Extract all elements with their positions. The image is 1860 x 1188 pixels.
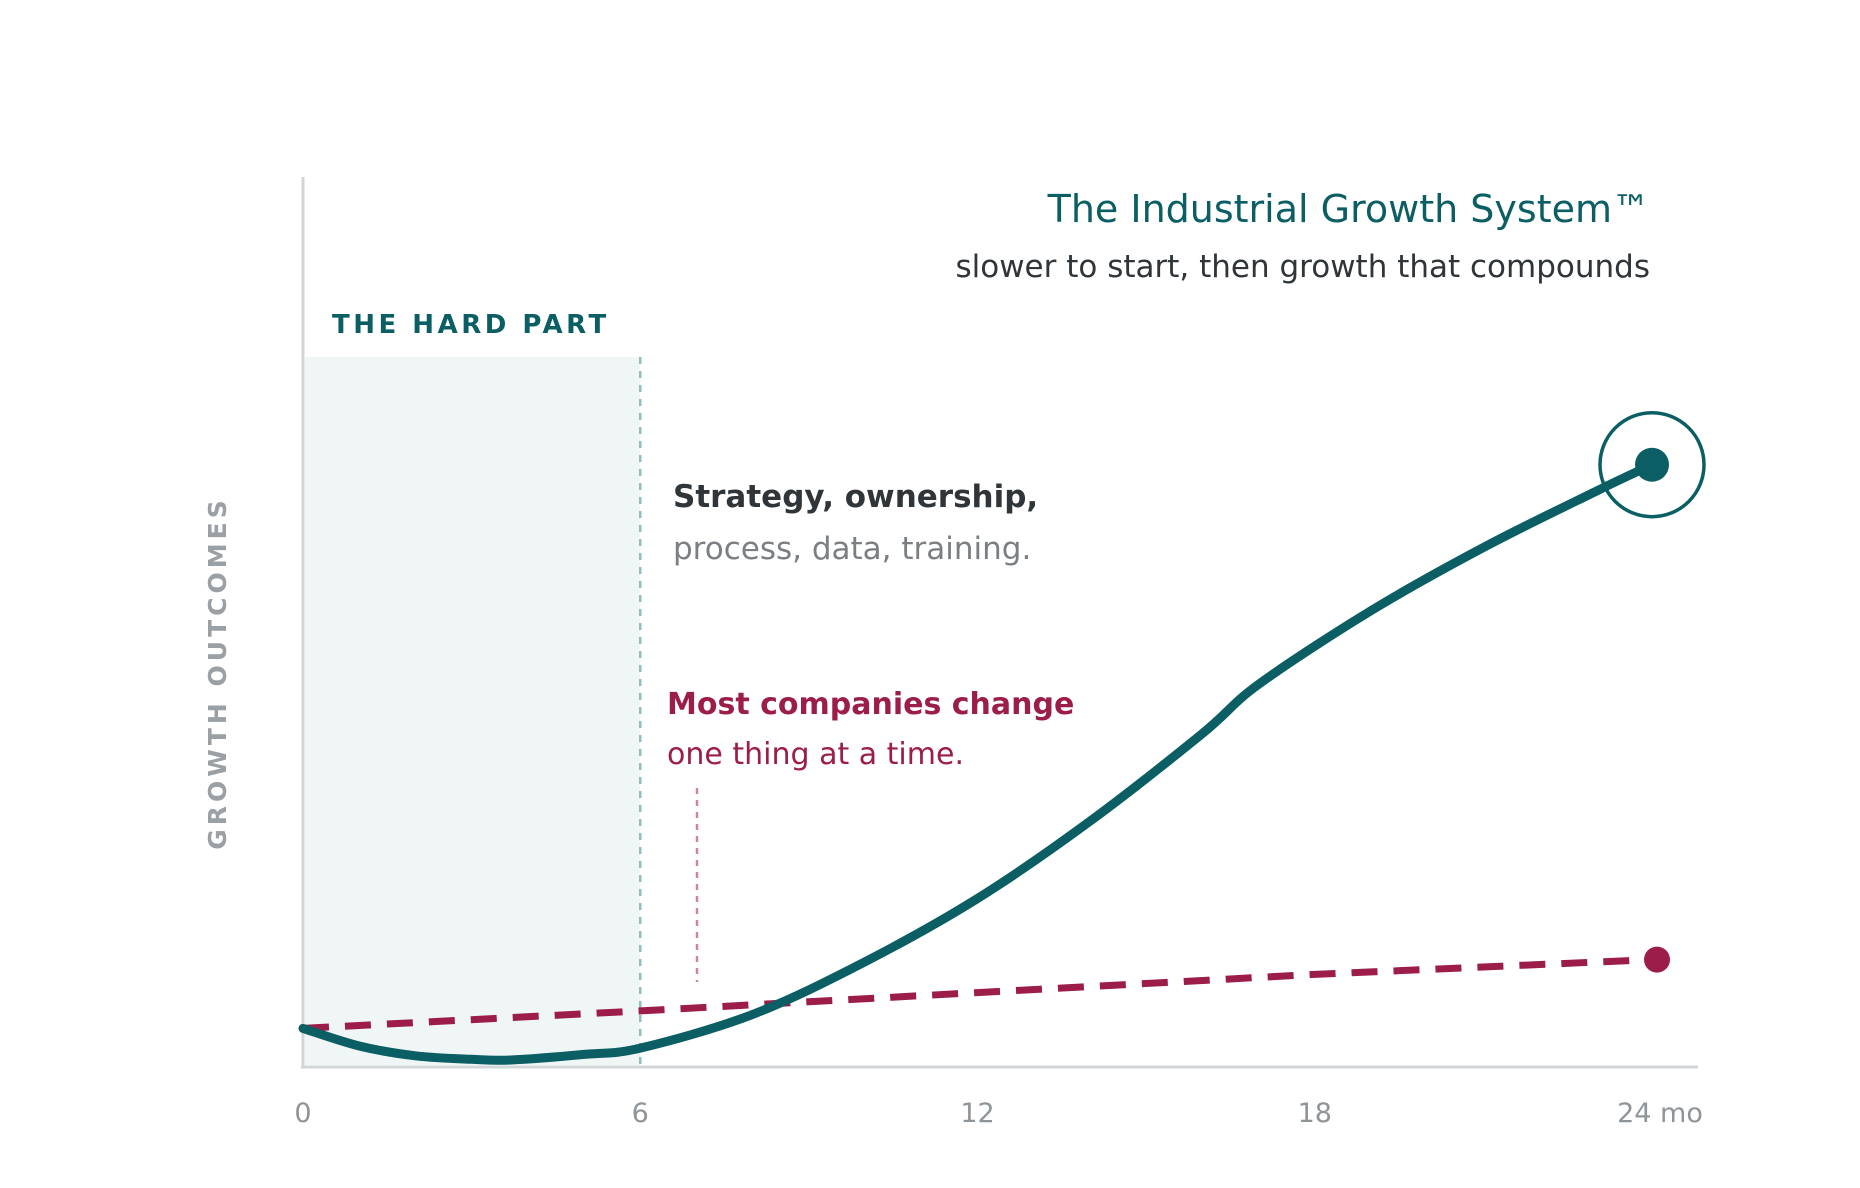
chart-title: The Industrial Growth System™ xyxy=(1047,187,1650,231)
annotation-companies-line1: Most companies change xyxy=(667,687,1074,722)
annotation-companies-line2: one thing at a time. xyxy=(667,737,964,772)
series-end-ring xyxy=(1598,410,1706,519)
annotation-strategy-line1: Strategy, ownership, xyxy=(673,479,1038,515)
chart-subtitle: slower to start, then growth that compou… xyxy=(955,249,1650,285)
x-tick-label-0: 0 xyxy=(294,1098,311,1129)
series-end-point-dashed xyxy=(1644,946,1670,973)
series-line-dashed xyxy=(302,956,1653,1032)
series-end-point-solid xyxy=(1635,447,1669,482)
x-tick-label-18: 18 xyxy=(1298,1098,1332,1129)
hard-part-region xyxy=(305,357,641,1065)
series-line-solid xyxy=(298,460,1657,1065)
x-tick-label-24: 24 mo xyxy=(1617,1098,1703,1129)
y-axis-label: GROWTH OUTCOMES xyxy=(203,496,232,849)
x-tick-label-12: 12 xyxy=(960,1098,994,1129)
hard-part-label: THE HARD PART xyxy=(332,310,610,340)
annotation-strategy-line2: process, data, training. xyxy=(673,531,1031,567)
x-tick-label-6: 6 xyxy=(632,1098,649,1129)
